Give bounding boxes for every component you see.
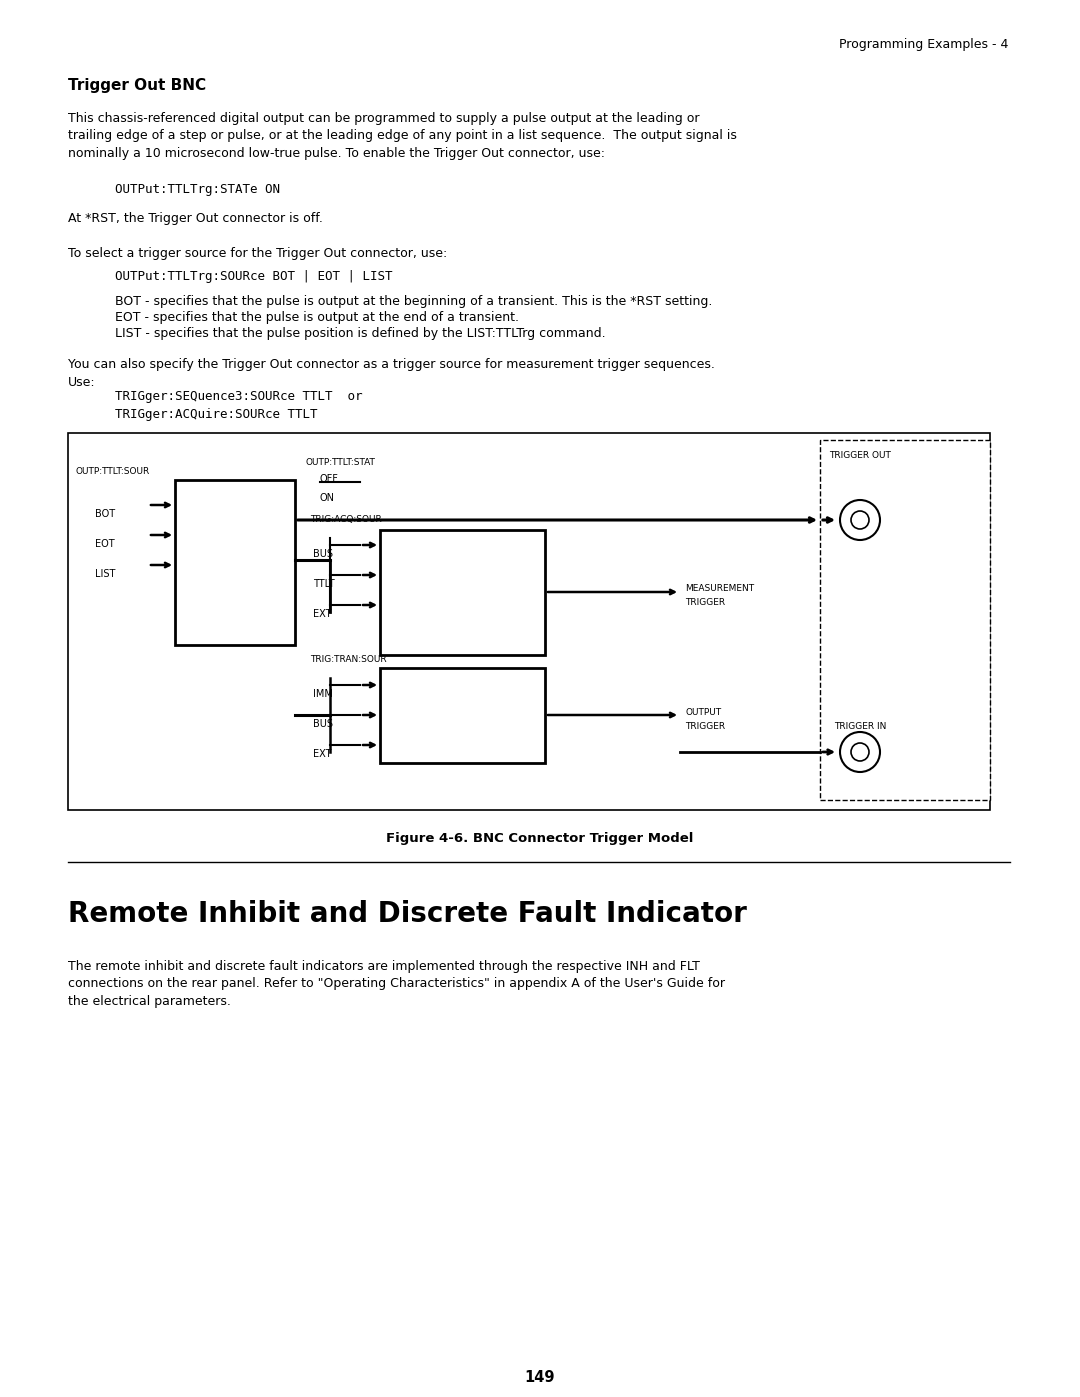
Bar [820, 440, 990, 800]
Text: At *RST, the Trigger Out connector is off.: At *RST, the Trigger Out connector is of… [68, 212, 323, 225]
Text: MEASUREMENT: MEASUREMENT [685, 584, 754, 592]
Text: OUTPUT: OUTPUT [685, 708, 721, 717]
Text: SYSTEM: SYSTEM [444, 729, 480, 738]
Text: TRIG:TRAN:SOUR: TRIG:TRAN:SOUR [310, 655, 387, 664]
Text: OUTPut:TTLTrg:SOURce BOT | EOT | LIST: OUTPut:TTLTrg:SOURce BOT | EOT | LIST [114, 270, 392, 284]
Text: OUTP:TTLT:STAT: OUTP:TTLT:STAT [305, 458, 375, 467]
Text: SOURCE: SOURCE [215, 566, 255, 576]
Bar [380, 668, 545, 763]
Text: EXT: EXT [313, 749, 332, 759]
Bar [175, 481, 295, 645]
Bar [380, 529, 545, 655]
Text: BUS: BUS [313, 719, 333, 729]
Text: TRIGGER: TRIGGER [685, 722, 725, 731]
Text: TRIGGER OUT: TRIGGER OUT [829, 451, 891, 460]
Text: TRIGGER IN: TRIGGER IN [834, 722, 887, 731]
Text: SYSTEM: SYSTEM [444, 599, 480, 609]
Text: ON: ON [320, 493, 335, 503]
Text: 149: 149 [525, 1370, 555, 1384]
Text: TRIGGER: TRIGGER [213, 552, 257, 562]
Text: TRIGGER: TRIGGER [442, 717, 482, 725]
Text: Remote Inhibit and Discrete Fault Indicator: Remote Inhibit and Discrete Fault Indica… [68, 900, 747, 928]
Text: TRIG:ACQ:SOUR: TRIG:ACQ:SOUR [310, 515, 381, 524]
Text: BOT - specifies that the pulse is output at the beginning of a transient. This i: BOT - specifies that the pulse is output… [114, 295, 713, 307]
Text: EXT: EXT [313, 609, 332, 619]
Text: TRIGger:SEQuence3:SOURce TTLT  or: TRIGger:SEQuence3:SOURce TTLT or [114, 390, 363, 402]
Text: Figure 4-6. BNC Connector Trigger Model: Figure 4-6. BNC Connector Trigger Model [387, 833, 693, 845]
Circle shape [840, 500, 880, 541]
Text: Programming Examples - 4: Programming Examples - 4 [839, 38, 1008, 52]
Text: To select a trigger source for the Trigger Out connector, use:: To select a trigger source for the Trigg… [68, 247, 447, 260]
Text: TRANSIENT: TRANSIENT [437, 703, 487, 712]
Text: IMM: IMM [313, 689, 333, 698]
Text: Trigger Out BNC: Trigger Out BNC [68, 78, 206, 94]
Text: EOT: EOT [95, 539, 114, 549]
Circle shape [851, 511, 869, 529]
Text: You can also specify the Trigger Out connector as a trigger source for measureme: You can also specify the Trigger Out con… [68, 358, 715, 388]
Text: LIST: LIST [95, 569, 116, 578]
Text: OFF: OFF [320, 474, 339, 483]
Text: The remote inhibit and discrete fault indicators are implemented through the res: The remote inhibit and discrete fault in… [68, 960, 725, 1009]
Circle shape [851, 743, 869, 761]
Text: TTLT: TTLT [313, 578, 335, 590]
Text: OUTP:TTLT:SOUR: OUTP:TTLT:SOUR [75, 467, 149, 476]
Text: TRIGGER: TRIGGER [685, 598, 725, 608]
Text: BOT: BOT [95, 509, 116, 520]
Text: This chassis-referenced digital output can be programmed to supply a pulse outpu: This chassis-referenced digital output c… [68, 112, 737, 161]
Text: TRIGger:ACQuire:SOURce TTLT: TRIGger:ACQuire:SOURce TTLT [114, 408, 318, 420]
Text: TRIGGER: TRIGGER [442, 587, 482, 597]
Circle shape [840, 732, 880, 773]
Text: LIST - specifies that the pulse position is defined by the LIST:TTLTrg command.: LIST - specifies that the pulse position… [114, 327, 606, 339]
Text: ACQUISITION: ACQUISITION [433, 574, 491, 583]
Bar [68, 433, 990, 810]
Text: BUS: BUS [313, 549, 333, 559]
Text: EOT - specifies that the pulse is output at the end of a transient.: EOT - specifies that the pulse is output… [114, 312, 519, 324]
Text: OUTPut:TTLTrg:STATe ON: OUTPut:TTLTrg:STATe ON [114, 183, 280, 196]
